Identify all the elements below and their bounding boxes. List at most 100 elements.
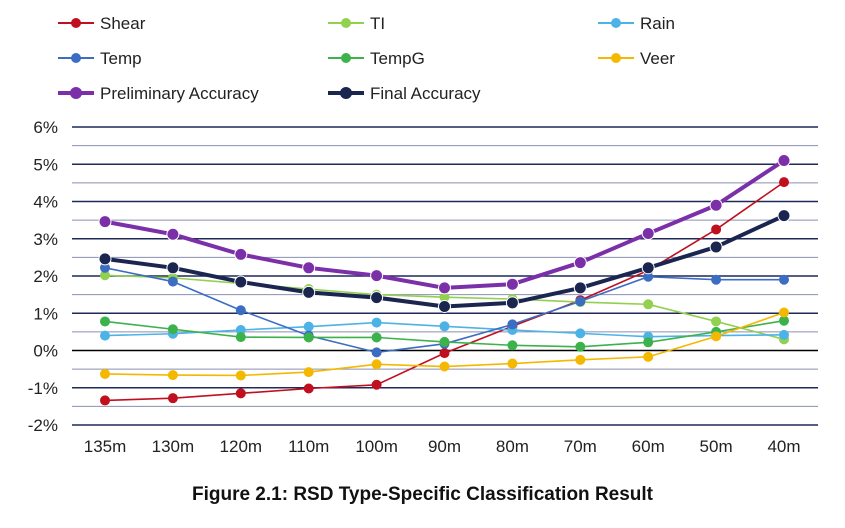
legend-item-shear: Shear <box>58 14 146 33</box>
x-tick-label: 110m <box>288 437 329 456</box>
x-tick-label: 120m <box>220 437 263 456</box>
series-veer <box>100 307 789 381</box>
legend-label: TI <box>370 14 385 33</box>
data-point <box>100 262 110 273</box>
chart-svg: Shear TI Rain Temp TempG Veer Preliminary Accu… <box>28 14 818 456</box>
data-point-center <box>781 213 787 218</box>
x-axis: 135m 130m 120m 110m 100m 90m 80m 70m 60m 50m 40m <box>84 437 801 456</box>
legend-swatch-marker <box>611 53 621 63</box>
y-tick-label: -2% <box>28 416 58 435</box>
data-point <box>507 358 518 369</box>
data-point-center <box>102 219 108 224</box>
data-point <box>575 328 586 339</box>
data-point-center <box>306 290 311 295</box>
data-point-center <box>578 260 583 265</box>
y-axis: -2% -1% 0% 1% 2% 3% 4% 5% 6% <box>28 118 58 435</box>
data-point <box>100 368 110 379</box>
data-point <box>235 325 246 336</box>
legend-swatch-marker <box>70 87 82 99</box>
x-tick-label: 70m <box>564 437 597 456</box>
legend-label: Temp <box>100 49 142 68</box>
data-point <box>439 336 450 347</box>
data-point <box>779 307 789 318</box>
data-point <box>235 370 246 381</box>
data-point <box>303 367 314 378</box>
y-tick-label: -1% <box>28 379 58 398</box>
data-point <box>235 305 246 316</box>
data-point <box>711 316 722 327</box>
data-point <box>507 340 518 351</box>
data-point <box>371 359 382 370</box>
figure-caption: Figure 2.1: RSD Type-Specific Classifica… <box>191 484 654 505</box>
data-point <box>235 388 246 399</box>
legend-item-tempg: TempG <box>328 49 425 68</box>
data-point-center <box>374 295 379 300</box>
y-tick-label: 5% <box>33 155 58 174</box>
data-point-center <box>781 158 787 163</box>
legend-swatch-marker <box>71 18 81 28</box>
data-point-center <box>374 273 379 278</box>
data-point-center <box>578 285 583 291</box>
x-tick-label: 60m <box>632 437 665 456</box>
data-point <box>711 274 722 285</box>
data-point <box>100 270 110 281</box>
legend-swatch-marker <box>341 53 351 63</box>
series-line <box>104 158 786 290</box>
data-point-center <box>713 203 719 208</box>
data-point <box>167 370 178 381</box>
x-tick-label: 130m <box>152 437 195 456</box>
legend-swatch-marker <box>611 18 621 28</box>
data-point-center <box>238 279 243 285</box>
chart-grid <box>72 126 818 426</box>
data-point <box>779 329 789 340</box>
legend-swatch-marker <box>340 87 352 99</box>
x-tick-label: 135m <box>84 437 127 456</box>
chart-series <box>98 154 791 406</box>
series-final-accuracy <box>98 209 791 314</box>
x-tick-label: 90m <box>428 437 461 456</box>
data-point <box>235 332 246 343</box>
legend-item-veer: Veer <box>598 49 675 68</box>
data-point <box>439 348 450 359</box>
legend-label: Shear <box>100 14 146 33</box>
data-point-center <box>510 300 515 306</box>
data-point <box>779 177 789 188</box>
data-point-center <box>713 244 719 250</box>
y-tick-label: 2% <box>33 267 58 286</box>
x-tick-label: 40m <box>767 437 800 456</box>
y-tick-label: 3% <box>33 230 58 249</box>
data-point <box>371 332 382 343</box>
legend-label: Preliminary Accuracy <box>100 84 259 103</box>
data-point <box>100 330 110 341</box>
data-point <box>439 292 450 303</box>
y-tick-label: 1% <box>33 304 58 323</box>
legend-item-ti: TI <box>328 14 385 33</box>
x-tick-label: 80m <box>496 437 529 456</box>
legend-label: Final Accuracy <box>370 84 481 103</box>
y-tick-label: 4% <box>33 193 58 212</box>
data-point-center <box>442 285 447 291</box>
data-point <box>779 315 789 326</box>
data-point-center <box>170 232 176 237</box>
x-tick-label: 100m <box>355 437 398 456</box>
data-point <box>167 324 178 335</box>
data-point <box>371 347 382 358</box>
legend-label: TempG <box>370 49 425 68</box>
data-point <box>643 337 654 348</box>
data-point <box>167 276 178 287</box>
y-tick-label: 6% <box>33 118 58 137</box>
data-point <box>643 271 654 282</box>
data-point <box>575 354 586 365</box>
data-point-center <box>646 231 651 236</box>
chart-legend: Shear TI Rain Temp TempG Veer Preliminary Accu… <box>58 14 675 103</box>
data-point-center <box>306 265 311 271</box>
data-point <box>439 321 450 332</box>
data-point-center <box>646 265 651 271</box>
data-point-center <box>510 281 515 287</box>
x-tick-label: 50m <box>700 437 733 456</box>
data-point <box>779 274 789 285</box>
data-point <box>303 321 314 332</box>
data-point <box>167 393 178 404</box>
data-point <box>100 316 110 327</box>
data-point <box>711 331 722 342</box>
